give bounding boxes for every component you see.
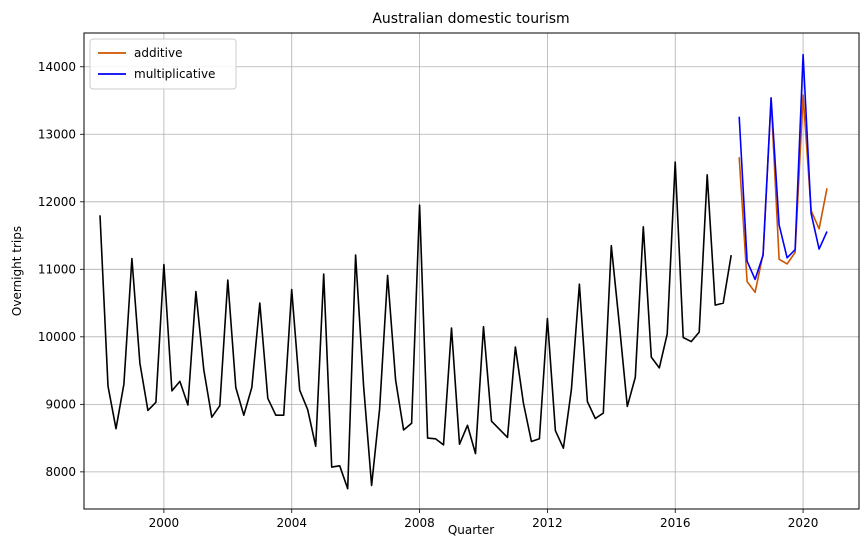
chart-title: Australian domestic tourism xyxy=(372,11,569,27)
series-line-additive xyxy=(738,94,828,294)
x-tick-label: 2000 xyxy=(149,516,180,530)
y-tick-label: 14000 xyxy=(38,60,76,74)
legend: additive multiplicative xyxy=(89,38,237,90)
x-tick-label: 2016 xyxy=(660,516,691,530)
x-tick-label: 2012 xyxy=(532,516,563,530)
y-tick-label: 11000 xyxy=(38,262,76,276)
y-axis-title: Overnight trips xyxy=(10,226,24,316)
x-axis-title: Quarter xyxy=(448,523,494,537)
y-tick-label: 8000 xyxy=(45,465,76,479)
y-axis: 8000 9000 10000 11000 12000 13000 14000 xyxy=(38,60,84,479)
x-tick-label: 2004 xyxy=(276,516,307,530)
legend-box xyxy=(89,38,237,90)
legend-label-multiplicative: multiplicative xyxy=(134,67,215,81)
legend-label-additive: additive xyxy=(134,46,182,60)
series-line-multiplicative xyxy=(738,53,828,281)
plot-area-frame xyxy=(83,32,860,510)
y-tick-label: 10000 xyxy=(38,330,76,344)
x-tick-label: 2020 xyxy=(788,516,819,530)
series-layer xyxy=(99,53,828,490)
x-axis: 2000 2004 2008 2012 2016 2020 xyxy=(149,509,819,530)
x-tick-label: 2008 xyxy=(404,516,435,530)
y-tick-label: 13000 xyxy=(38,127,76,141)
grid xyxy=(84,33,859,509)
y-tick-label: 12000 xyxy=(38,195,76,209)
y-tick-label: 9000 xyxy=(45,397,76,411)
series-line-observed xyxy=(99,161,732,490)
